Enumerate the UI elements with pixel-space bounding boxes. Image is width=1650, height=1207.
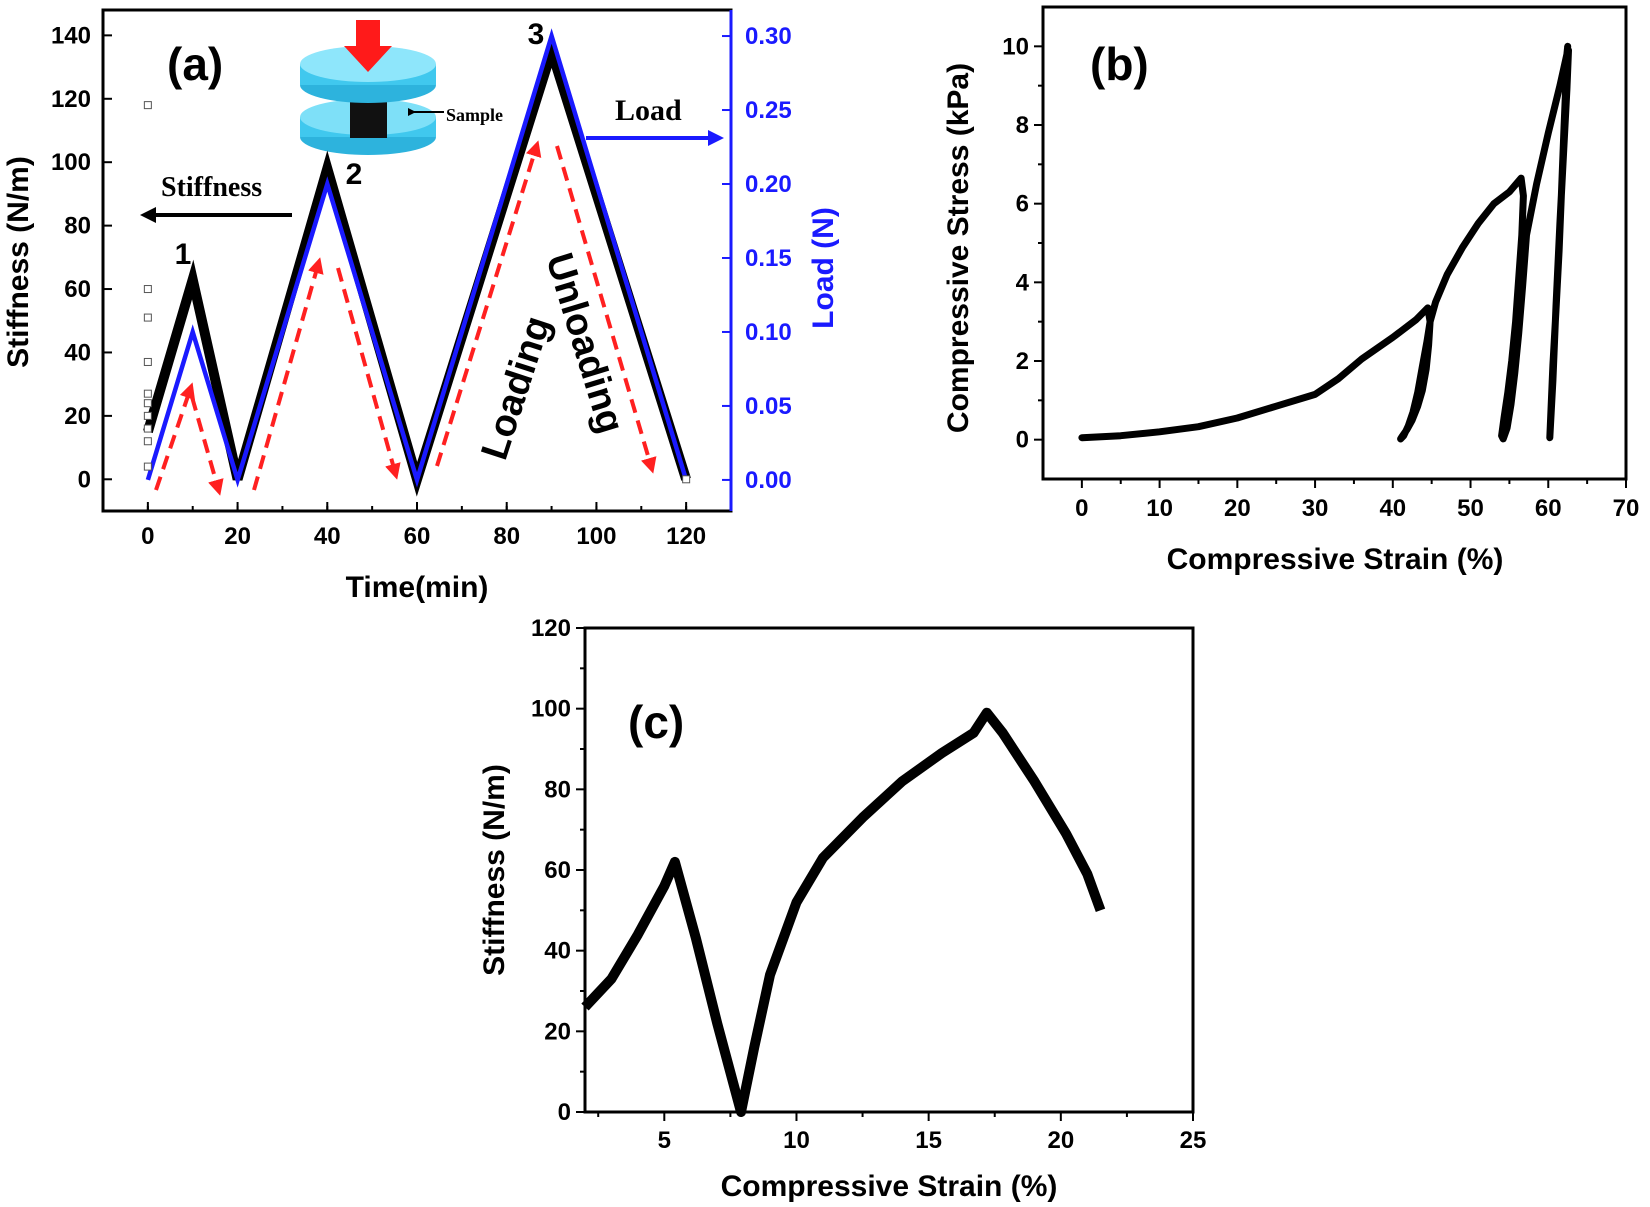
x-tick-label-c: 15 [915,1127,942,1154]
y2-tick-label-a: 0.05 [745,393,792,420]
x-tick-label-b: 60 [1535,495,1562,522]
data-marker [143,399,152,408]
y-tick-label-b: 8 [1016,112,1029,139]
data-marker [143,462,152,471]
x-axis-label-a: Time(min) [346,571,489,604]
x-tick-label-b: 40 [1379,495,1406,522]
y-tick-label-a: 20 [64,403,91,430]
panel-label-a: (a) [167,38,223,90]
x-tick-label-a: 60 [404,523,431,550]
y-tick-label-a: 0 [78,466,91,493]
x-tick-label-c: 20 [1047,1127,1074,1154]
load-line [145,28,689,488]
panel-label-b: (b) [1090,38,1149,90]
y2-tick-label-a: 0.00 [745,467,792,494]
axis-ticks-b: 0 10 20 30 40 50 60 70 0 2 4 6 8 10 [1002,33,1639,522]
x-tick-label-a: 120 [666,523,706,550]
data-marker [143,437,152,446]
y-tick-label-a: 80 [64,213,91,240]
y-tick-label-b: 6 [1016,191,1029,218]
y-axis-label-c: Stiffness (N/m) [478,764,511,976]
x-tick-label-c: 25 [1180,1127,1207,1154]
press-arrow-icon [344,20,392,72]
x-tick-label-a: 100 [576,523,616,550]
loading-annotation: Loading [474,311,560,465]
y-tick-label-b: 4 [1016,269,1030,296]
x-tick-label-c: 5 [658,1127,671,1154]
x-tick-label-b: 50 [1457,495,1484,522]
panel-b: 0 10 20 30 40 50 60 70 0 2 4 6 8 10 (b) Compressive S… [942,5,1639,576]
y-tick-label-a: 40 [64,339,91,366]
x-tick-label-c: 10 [783,1127,810,1154]
y-tick-label-b: 0 [1016,427,1029,454]
y-tick-label-a: 100 [51,149,91,176]
x-tick-label-a: 40 [314,523,341,550]
x-axis-label-c: Compressive Strain (%) [721,1170,1058,1203]
y2-tick-label-a: 0.15 [745,245,792,272]
y2-tick-label-a: 0.20 [745,171,792,198]
data-marker [143,285,152,294]
data-marker [143,424,152,433]
y2-tick-label-a: 0.10 [745,319,792,346]
y-tick-label-c: 60 [544,857,571,884]
panel-label-c: (c) [628,696,684,748]
y2-axis-label-a: Load (N) [807,207,840,329]
x-tick-label-b: 70 [1613,495,1640,522]
y-axis-label-a: Stiffness (N/m) [2,156,35,368]
y-tick-label-a: 60 [64,276,91,303]
axis-ticks-a: 0 20 40 60 80 100 120 0 20 40 60 80 100 120 140 0.00 0.0… [51,10,792,550]
stress-strain-line [1078,42,1572,443]
loading-direction-arrows [154,140,657,496]
y-tick-label-b: 10 [1002,33,1029,60]
stiffness-strain-line [581,707,1106,1117]
compression-sample-illustration: Sample [300,20,503,155]
x-tick-label-b: 20 [1224,495,1251,522]
data-marker [143,313,152,322]
data-marker [143,411,152,420]
y-tick-label-c: 100 [531,696,571,723]
y2-tick-label-a: 0.30 [745,23,792,50]
y-tick-label-c: 20 [544,1018,571,1045]
peak-label-1: 1 [175,238,192,271]
y-tick-label-c: 120 [531,615,571,642]
load-annotation: Load [615,94,682,127]
x-tick-label-b: 0 [1075,495,1088,522]
y-tick-label-a: 140 [51,22,91,49]
stiffness-line [143,34,691,497]
panel-c: 5 10 15 20 25 0 20 40 60 80 100 120 (c) Compressive… [478,615,1206,1203]
y2-tick-label-a: 0.25 [745,97,792,124]
peak-label-3: 3 [528,18,545,51]
x-tick-label-a: 20 [224,523,251,550]
data-marker [143,357,152,366]
peak-label-2: 2 [346,158,363,191]
x-tick-label-b: 10 [1146,495,1173,522]
y-tick-label-c: 40 [544,938,571,965]
data-marker [143,389,152,398]
y-axis-label-b: Compressive Stress (kPa) [942,63,975,433]
data-marker [682,475,691,484]
sample-label: Sample [446,105,503,125]
x-tick-label-a: 0 [141,523,154,550]
axis-ticks-c: 5 10 15 20 25 0 20 40 60 80 100 120 [531,615,1206,1154]
y-tick-label-a: 120 [51,86,91,113]
x-tick-label-b: 30 [1302,495,1329,522]
panel-a: 0 20 40 60 80 100 120 0 20 40 60 80 100 120 140 0.00 0.0… [2,8,840,604]
y-tick-label-b: 2 [1016,348,1029,375]
y-tick-label-c: 80 [544,776,571,803]
x-axis-label-b: Compressive Strain (%) [1167,543,1504,576]
stiffness-annotation: Stiffness [161,172,262,203]
x-tick-label-a: 80 [493,523,520,550]
y-tick-label-c: 0 [558,1099,571,1126]
data-marker [143,101,152,110]
